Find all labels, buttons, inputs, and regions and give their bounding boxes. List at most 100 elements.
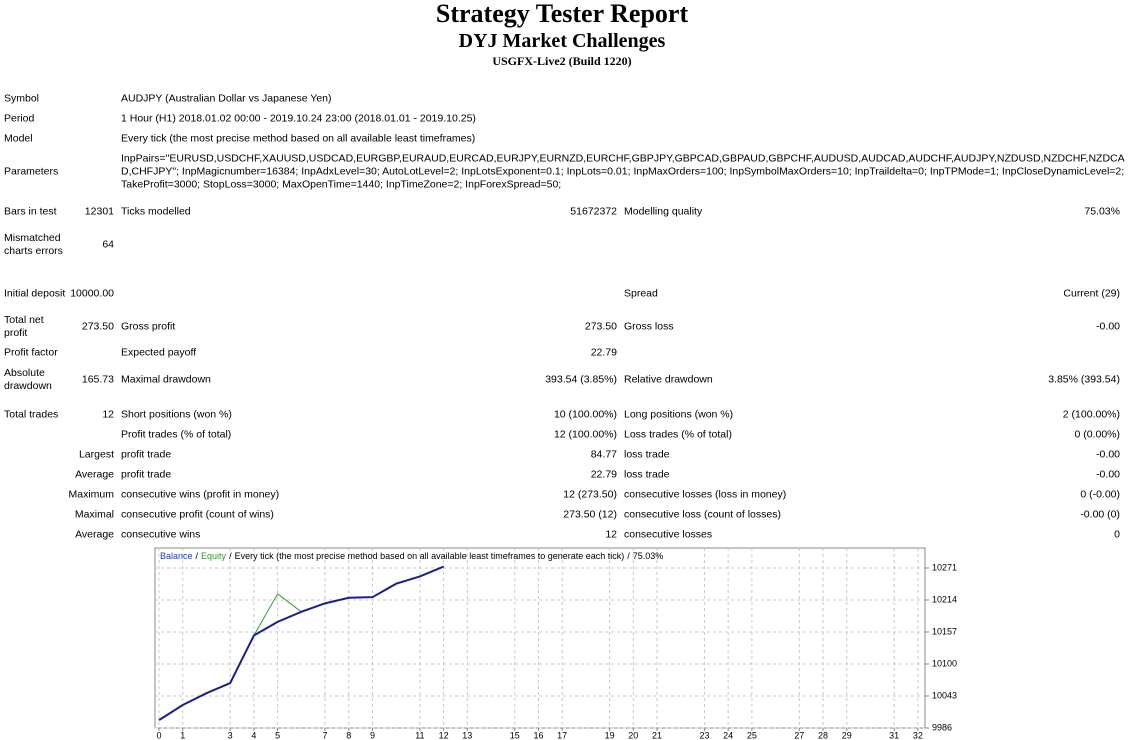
legend-quality: 75.03% — [633, 551, 664, 561]
cell-label3: Modelling quality — [624, 205, 703, 218]
cell-value3: 0 — [1114, 528, 1120, 541]
cell-label3: Spread — [624, 287, 658, 300]
cell-label: Absolute drawdown — [4, 367, 52, 392]
cell-label: Parameters — [4, 165, 59, 178]
cell-label2: Profit trades (% of total) — [121, 428, 232, 441]
cell-label3: consecutive loss (count of losses) — [624, 508, 781, 521]
x-tick-label: 0 — [157, 730, 162, 740]
cell-value: Largest — [78, 448, 114, 461]
report-title: Strategy Tester Report — [435, 0, 689, 28]
cell-label: Symbol — [4, 92, 40, 105]
cell-value2: 393.54 (3.85%) — [545, 373, 617, 386]
cell-value: 273.50 — [81, 320, 114, 333]
cell-value3: -0.00 — [1096, 468, 1120, 481]
cell-value2: 51672372 — [570, 205, 617, 218]
x-tick-label: 7 — [323, 730, 328, 740]
cell-label: Total net profit — [4, 314, 44, 339]
cell-value2: 22.79 — [590, 346, 617, 359]
cell-value2: 12 (273.50) — [563, 488, 617, 501]
y-tick-label: 10157 — [932, 626, 957, 636]
cell-value: 12 — [102, 408, 114, 421]
x-tick-label: 15 — [510, 730, 520, 740]
cell-value: 64 — [102, 238, 114, 251]
cell-label2: Short positions (won %) — [121, 408, 232, 421]
x-tick-label: 16 — [533, 730, 543, 740]
cell-label: Initial deposit — [4, 287, 66, 300]
cell-label2: Maximal drawdown — [121, 373, 211, 386]
cell-value3: 3.85% (393.54) — [1048, 373, 1120, 386]
cell-value2: 10 (100.00%) — [553, 408, 617, 421]
x-tick-label: 29 — [842, 730, 852, 740]
cell-value3: -0.00 — [1096, 320, 1120, 333]
cell-label2: profit trade — [121, 448, 172, 461]
cell-text: 1 Hour (H1) 2018.01.02 00:00 - 2019.10.2… — [121, 112, 476, 125]
plot-area — [154, 547, 926, 729]
x-tick-label: 9 — [370, 730, 375, 740]
cell-value3: 75.03% — [1084, 205, 1120, 218]
x-tick-label: 5 — [275, 730, 280, 740]
report-subtitle: DYJ Market Challenges — [458, 30, 666, 52]
x-tick-label: 31 — [889, 730, 899, 740]
cell-value2: 12 (100.00%) — [553, 428, 617, 441]
x-tick-label: 28 — [818, 730, 828, 740]
cell-label2: Expected payoff — [121, 346, 197, 359]
cell-label: Bars in test — [4, 205, 57, 218]
cell-text: Every tick (the most precise method base… — [121, 132, 476, 145]
cell-label3: Long positions (won %) — [624, 408, 734, 421]
cell-label: Total trades — [4, 408, 59, 421]
x-tick-label: 24 — [723, 730, 733, 740]
cell-label2: Ticks modelled — [121, 205, 191, 218]
x-tick-label: 32 — [913, 730, 923, 740]
x-tick-label: 25 — [747, 730, 757, 740]
legend-entry: Balance — [160, 551, 193, 561]
cell-label2: consecutive wins — [121, 528, 201, 541]
cell-value: 12301 — [84, 205, 114, 218]
x-tick-label: 27 — [794, 730, 804, 740]
cell-label3: consecutive losses (loss in money) — [624, 488, 787, 501]
legend-separator: / — [196, 551, 199, 561]
cell-value: 10000.00 — [70, 287, 114, 300]
cell-value2: 273.50 (12) — [563, 508, 617, 521]
x-tick-label: 23 — [699, 730, 709, 740]
server-name: USGFX-Live2 (Build 1220) — [492, 54, 632, 68]
x-tick-label: 11 — [415, 730, 424, 740]
legend-separator: / — [627, 551, 630, 561]
y-tick-label: 10043 — [932, 690, 957, 700]
cell-value3: 0 (-0.00) — [1080, 488, 1120, 501]
x-tick-label: 20 — [628, 730, 638, 740]
legend-model: Every tick (the most precise method base… — [235, 551, 625, 561]
cell-label3: consecutive losses — [624, 528, 713, 541]
cell-value3: -0.00 (0) — [1080, 508, 1120, 521]
cell-label: Model — [4, 132, 33, 145]
cell-label3: Loss trades (% of total) — [624, 428, 732, 441]
x-tick-label: 1 — [180, 730, 185, 740]
y-tick-label: 10271 — [932, 562, 957, 572]
cell-label3: loss trade — [624, 468, 670, 481]
x-tick-label: 8 — [346, 730, 351, 740]
cell-value2: 12 — [605, 528, 617, 541]
cell-label2: profit trade — [121, 468, 172, 481]
cell-value: Maximum — [68, 488, 114, 501]
cell-value3: Current (29) — [1063, 287, 1120, 300]
cell-value2: 273.50 — [584, 320, 617, 333]
x-tick-label: 17 — [557, 730, 567, 740]
cell-value: Maximal — [74, 508, 114, 521]
x-tick-label: 4 — [251, 730, 256, 740]
cell-label: Profit factor — [4, 346, 58, 359]
x-tick-label: 12 — [439, 730, 449, 740]
cell-label2: consecutive wins (profit in money) — [121, 488, 280, 501]
y-tick-label: 9986 — [932, 722, 952, 732]
cell-label2: Gross profit — [121, 320, 176, 333]
legend-separator: / — [229, 551, 232, 561]
series-line — [158, 565, 444, 721]
cell-label3: Relative drawdown — [624, 373, 713, 386]
cell-label: Mismatched charts errors — [4, 232, 63, 257]
cell-label3: Gross loss — [624, 320, 674, 333]
cell-label: Period — [4, 112, 35, 125]
cell-value2: 84.77 — [590, 448, 617, 461]
y-tick-label: 10100 — [932, 658, 957, 668]
cell-value3: -0.00 — [1096, 448, 1120, 461]
cell-text: InpPairs="EURUSD,USDCHF,XAUUSD,USDCAD,EU… — [121, 152, 1125, 191]
cell-value3: 2 (100.00%) — [1062, 408, 1120, 421]
